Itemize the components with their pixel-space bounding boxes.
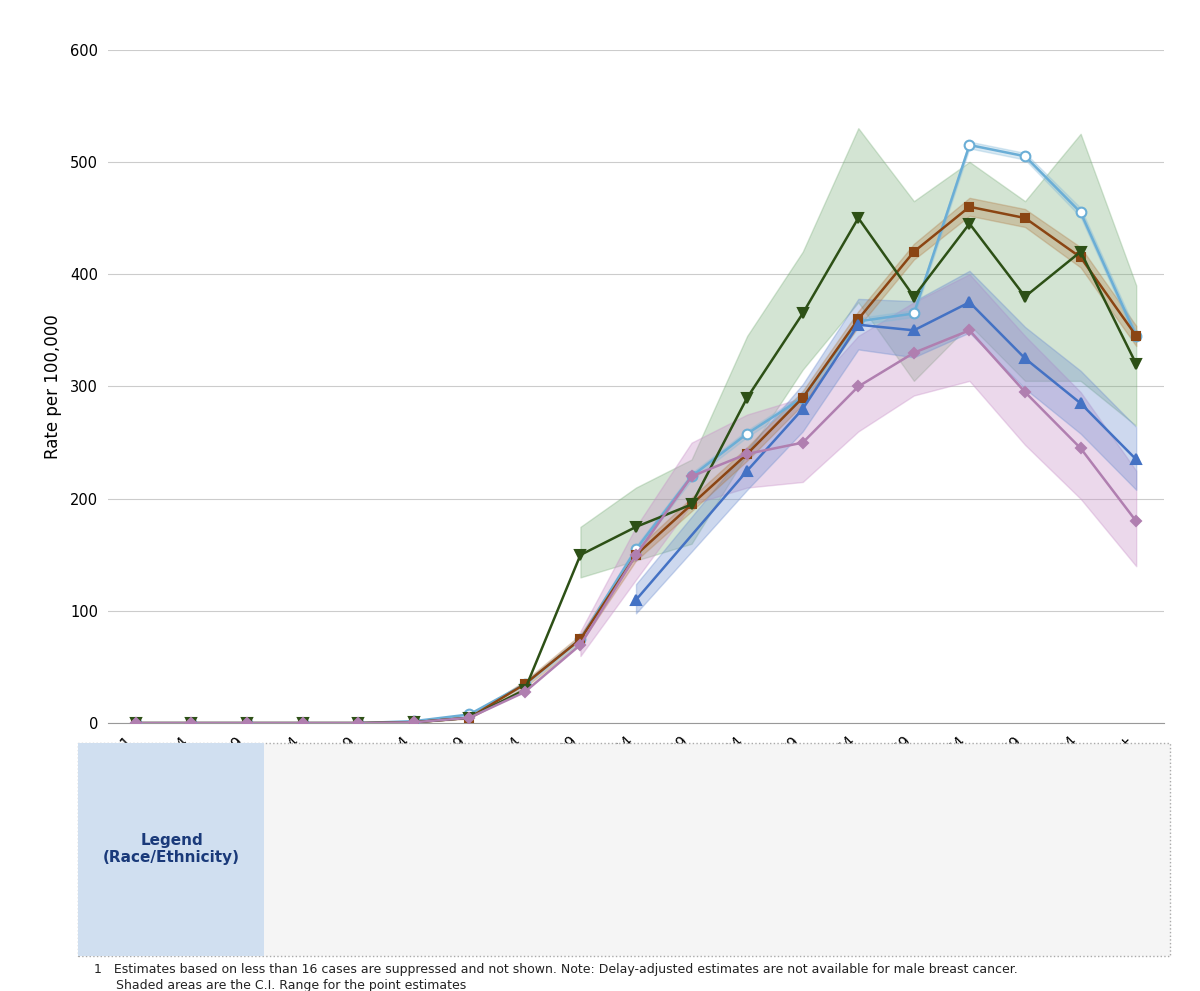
Text: Legend
(Race/Ethnicity): Legend (Race/Ethnicity)	[103, 833, 240, 865]
Y-axis label: Rate per 100,000: Rate per 100,000	[44, 314, 62, 459]
X-axis label: Age at Diagnosis: Age at Diagnosis	[566, 782, 706, 801]
Text: Non-Hispanic Black¹: Non-Hispanic Black¹	[304, 900, 443, 914]
Text: Non-Hispanic American
Indian / Alaska Native¹: Non-Hispanic American Indian / Alaska Na…	[568, 758, 730, 788]
Text: Hispanic (any race)¹: Hispanic (any race)¹	[304, 791, 444, 805]
Text: Non-Hispanic Asian / Pacific
Islander¹: Non-Hispanic Asian / Pacific Islander¹	[856, 758, 1048, 788]
Text: 1   Estimates based on less than 16 cases are suppressed and not shown. Note: De: 1 Estimates based on less than 16 cases …	[94, 963, 1018, 976]
Text: Non-Hispanic White¹: Non-Hispanic White¹	[568, 900, 709, 914]
Text: Shaded areas are the C.I. Range for the point estimates: Shaded areas are the C.I. Range for the …	[116, 979, 467, 991]
